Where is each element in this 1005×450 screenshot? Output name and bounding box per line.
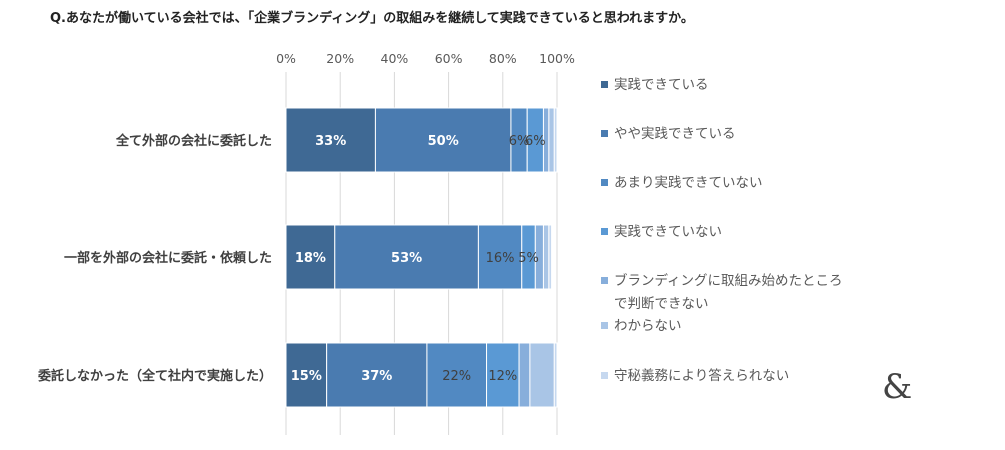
x-axis-ticks: 0% 20% 40% 60% 80% 100% <box>276 51 575 66</box>
legend-swatch <box>601 130 608 137</box>
data-label: 33% <box>315 134 346 149</box>
data-label: 22% <box>442 369 471 384</box>
bar-segment <box>285 224 336 290</box>
bar-segment <box>553 107 558 173</box>
brand-logo: & <box>882 367 912 407</box>
data-labels: 33% 50% 6%6% 18% 53% 16% 5% 15% 37% 22% 12% <box>291 134 546 384</box>
bar-segment <box>426 342 488 408</box>
data-label: 5% <box>518 251 539 266</box>
legend-label: あまり実践できていない <box>614 175 763 191</box>
legend-swatch <box>601 277 608 284</box>
bar-segment <box>518 342 531 408</box>
bar-segment <box>553 342 558 408</box>
legend-label: で判断できない <box>614 296 709 312</box>
legend-label: 実践できている <box>614 77 709 93</box>
bars <box>285 107 558 408</box>
legend-label: やや実践できている <box>614 126 736 142</box>
data-label: 12% <box>488 369 517 384</box>
legend: 実践できているやや実践できているあまり実践できていない実践できていないブランディ… <box>601 77 843 384</box>
data-label: 6% <box>525 134 546 149</box>
legend-swatch <box>601 81 608 88</box>
bar-segment <box>326 342 428 408</box>
category-label: 一部を外部の会社に委託・依頼した <box>64 250 272 266</box>
bar-segment <box>285 107 376 173</box>
chart-title: Q.あなたが働いている会社では、「企業ブランディング」の取組みを継続して実践でき… <box>50 10 694 26</box>
bar-segment <box>285 342 328 408</box>
data-label: 53% <box>391 251 422 266</box>
bar-segment <box>529 342 555 408</box>
x-tick-label: 40% <box>381 51 409 66</box>
category-label: 委託しなかった（全て社内で実施した） <box>37 368 272 384</box>
legend-swatch <box>601 372 608 379</box>
legend-swatch <box>601 322 608 329</box>
legend-label: 守秘義務により答えられない <box>614 367 789 384</box>
category-labels: 全て外部の会社に委託した一部を外部の会社に委託・依頼した委託しなかった（全て社内… <box>37 133 272 384</box>
legend-swatch <box>601 228 608 235</box>
x-tick-label: 20% <box>326 51 354 66</box>
data-label: 50% <box>428 134 459 149</box>
data-label: 15% <box>291 369 322 384</box>
x-tick-label: 80% <box>489 51 517 66</box>
bar-segment <box>548 107 555 173</box>
legend-swatch <box>601 179 608 186</box>
legend-label: 実践できていない <box>614 224 722 240</box>
legend-label: わからない <box>614 318 682 334</box>
x-tick-label: 100% <box>539 51 575 66</box>
bar-segment <box>548 224 553 290</box>
data-label: 16% <box>486 251 515 266</box>
category-label: 全て外部の会社に委託した <box>115 133 272 149</box>
data-label: 18% <box>295 251 326 266</box>
x-tick-label: 60% <box>435 51 463 66</box>
x-tick-label: 0% <box>276 51 296 66</box>
bar-segment <box>542 224 550 290</box>
data-label: 6% <box>509 134 530 149</box>
data-label: 37% <box>361 369 392 384</box>
legend-label: ブランディングに取組み始めたところ <box>614 272 843 289</box>
